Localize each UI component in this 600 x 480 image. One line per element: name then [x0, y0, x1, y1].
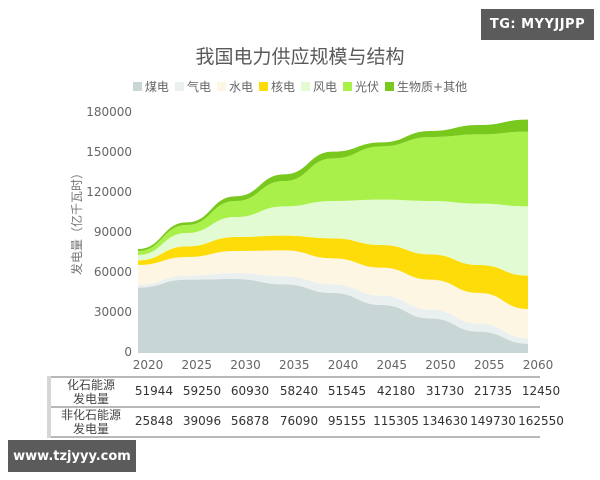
- telegram-watermark-badge: TG: MYYJJPP: [481, 9, 594, 40]
- legend-item: 气电: [174, 78, 211, 95]
- y-tick-label: 0: [124, 345, 132, 359]
- area-series: [138, 273, 528, 344]
- x-tick-label: 2050: [425, 358, 456, 372]
- x-tick-label: 2035: [278, 358, 310, 372]
- table-divider: [47, 406, 540, 408]
- legend-label: 生物质+其他: [397, 80, 468, 94]
- table-cell: 42180: [376, 384, 416, 398]
- row-label-line: 发电量: [72, 392, 109, 406]
- table-cell: 58240: [279, 384, 319, 398]
- table-cell: 56878: [230, 414, 270, 428]
- legend-item: 煤电: [132, 78, 169, 95]
- table-divider: [47, 436, 540, 438]
- y-tick-label: 150000: [86, 145, 132, 159]
- x-tick-label: 2040: [327, 358, 359, 372]
- legend-swatch-icon: [132, 82, 142, 91]
- legend-swatch-icon: [258, 82, 268, 91]
- legend-item: 核电: [258, 78, 295, 95]
- y-tick-label: 90000: [93, 225, 132, 239]
- legend-item: 风电: [300, 78, 337, 95]
- legend-item: 水电: [216, 78, 253, 95]
- x-tick-label: 2055: [473, 358, 505, 372]
- table-left-bar: [47, 376, 51, 438]
- x-tick-label: 2025: [181, 358, 213, 372]
- table-cell: 31730: [425, 384, 465, 398]
- row-label-line: 化石能源: [66, 378, 115, 392]
- area-series: [138, 250, 528, 339]
- area-series: [138, 199, 528, 276]
- legend-swatch-icon: [300, 82, 310, 91]
- legend-label: 煤电: [144, 80, 169, 94]
- legend-swatch-icon: [174, 82, 184, 91]
- chart-title: 我国电力供应规模与结构: [195, 46, 405, 68]
- table-cell: 162550: [518, 414, 564, 428]
- row-label-nonfossil: 非化石能源 发电量: [52, 408, 130, 436]
- y-tick-label: 60000: [93, 265, 132, 279]
- table-cell: 39096: [182, 414, 222, 428]
- legend-swatch-icon: [343, 82, 352, 91]
- area-series: [138, 279, 528, 353]
- legend-label: 气电: [186, 80, 211, 94]
- legend-swatch-icon: [385, 82, 395, 91]
- x-tick-label: 2020: [132, 358, 164, 372]
- area-series: [138, 119, 528, 252]
- area-series: [138, 235, 528, 309]
- row-label-fossil: 化石能源 发电量: [52, 378, 130, 406]
- y-tick-label: 180000: [86, 105, 132, 119]
- table-cell: 21735: [473, 384, 513, 398]
- legend-label: 风电: [312, 80, 337, 94]
- table-cell: 60930: [230, 384, 270, 398]
- y-tick-label: 30000: [93, 305, 132, 319]
- y-tick-label: 120000: [86, 185, 132, 199]
- legend-label: 水电: [228, 80, 253, 94]
- y-axis-label: 发电量（亿千瓦时）: [70, 166, 84, 275]
- table-cell: 95155: [327, 414, 367, 428]
- table-cell: 115305: [373, 414, 419, 428]
- table-cell: 59250: [182, 384, 222, 398]
- chart-legend: 煤电 气电 水电 核电 风电 光伏 生物质+其他: [0, 78, 600, 95]
- legend-label: 光伏: [355, 80, 380, 94]
- row-label-line: 发电量: [72, 422, 109, 436]
- table-cell: 134630: [422, 414, 468, 428]
- table-divider: [47, 376, 540, 378]
- legend-label: 核电: [270, 80, 295, 94]
- legend-item: 生物质+其他: [385, 78, 467, 95]
- x-tick-label: 2045: [376, 358, 408, 372]
- table-cell: 25848: [134, 414, 174, 428]
- table-cell: 12450: [521, 384, 561, 398]
- site-watermark-badge: www.tzjyyy.com: [8, 440, 136, 472]
- table-cell: 51944: [134, 384, 174, 398]
- table-cell: 51545: [327, 384, 367, 398]
- row-label-line: 非化石能源: [60, 408, 121, 422]
- x-tick-label: 2060: [522, 358, 554, 372]
- legend-swatch-icon: [216, 82, 226, 91]
- legend-item: 光伏: [343, 78, 379, 95]
- table-cell: 149730: [470, 414, 516, 428]
- table-cell: 76090: [279, 414, 319, 428]
- x-tick-label: 2030: [230, 358, 261, 372]
- area-series: [138, 131, 528, 255]
